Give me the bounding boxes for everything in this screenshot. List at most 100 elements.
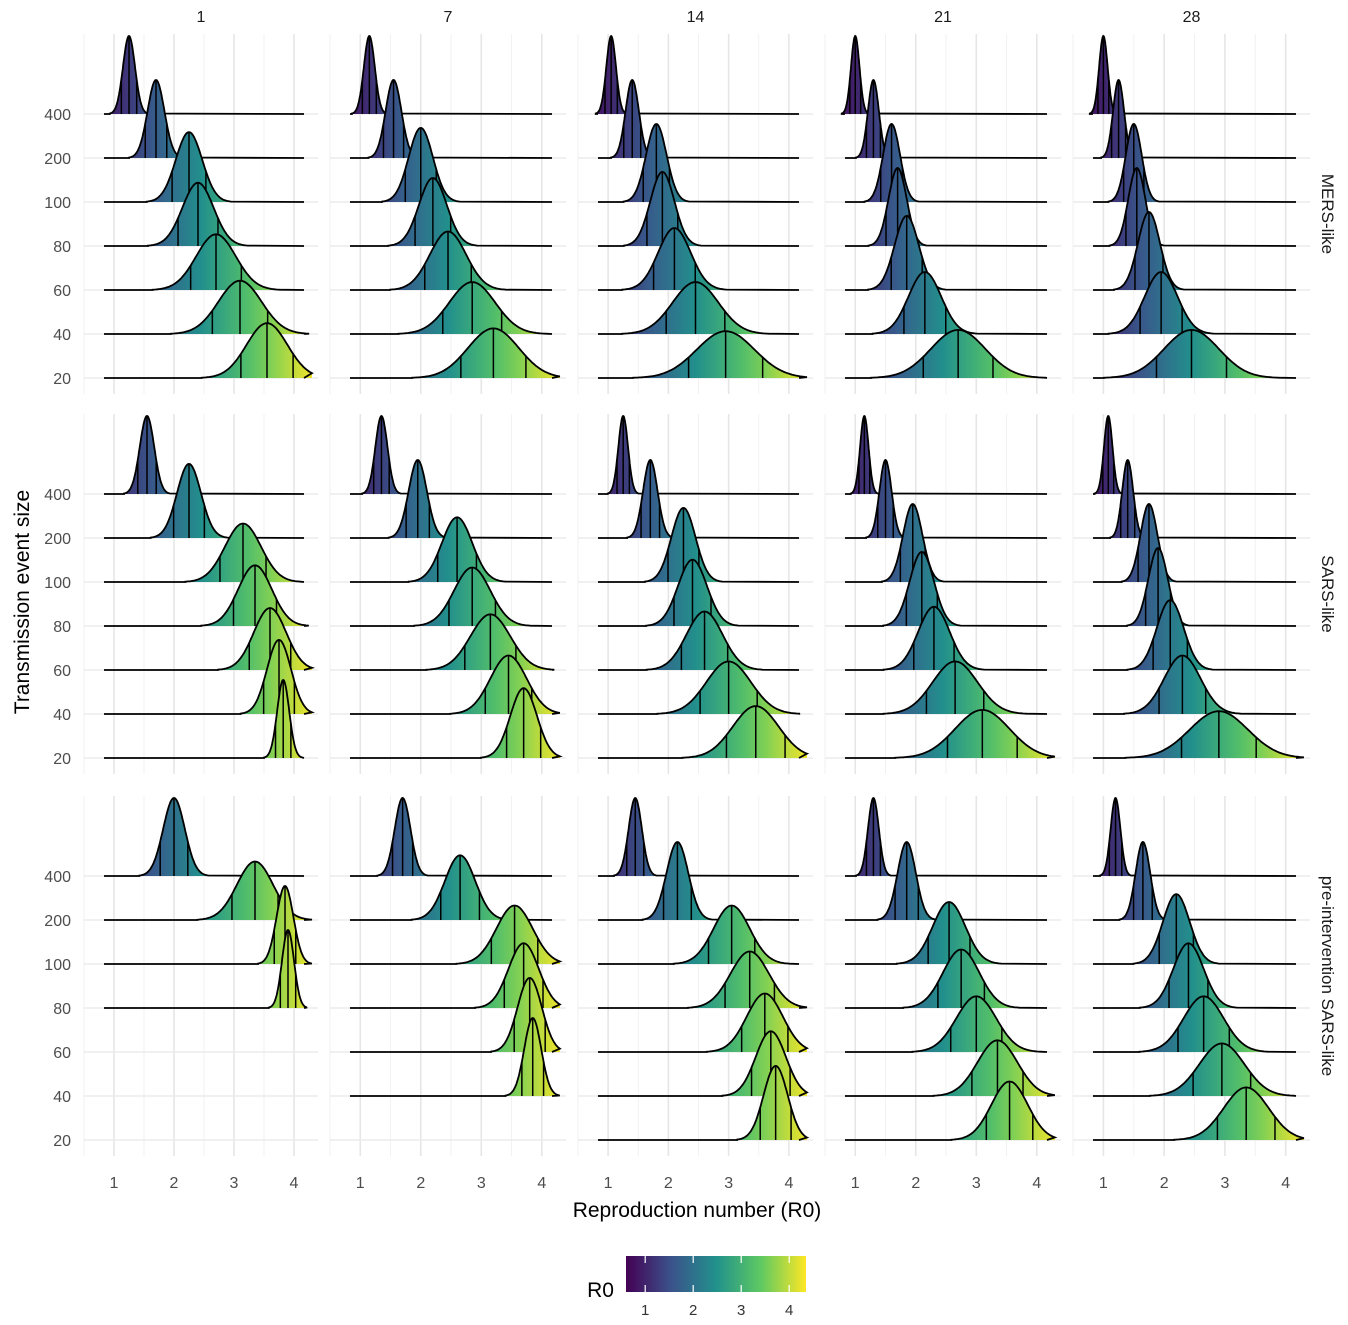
x-tick-label: 2 xyxy=(911,1175,920,1192)
row-facet-label: MERS-like xyxy=(1318,174,1337,254)
ridge-outline-400 xyxy=(104,35,305,115)
ridge-fill-20 xyxy=(1125,711,1304,758)
panel-sars-like-21 xyxy=(845,414,1056,759)
ridge-outline-200 xyxy=(1093,841,1297,921)
ridge-outline-80 xyxy=(1093,942,1297,1009)
legend-title: R0 xyxy=(587,1279,614,1302)
ridge-fill-40 xyxy=(450,655,560,714)
ridge-fill-100 xyxy=(456,905,560,964)
ridge-outline-60 xyxy=(1093,995,1297,1053)
ridge-outline-60 xyxy=(104,233,305,291)
column-facet-label: 21 xyxy=(934,9,952,26)
y-tick-label: 400 xyxy=(44,487,71,504)
ridge-outline-100 xyxy=(1093,893,1297,965)
ridge-outline-40 xyxy=(598,281,800,335)
x-tick-label: 2 xyxy=(664,1175,673,1192)
y-tick-label: 100 xyxy=(44,575,71,592)
x-tick-label: 2 xyxy=(1160,1175,1169,1192)
row-facet-label: pre-intervention SARS-like xyxy=(1318,876,1337,1076)
ridge-outline-20 xyxy=(1093,710,1304,759)
ridge-outline-40 xyxy=(845,1039,1056,1097)
ridge-outline-20 xyxy=(350,327,561,379)
x-tick-label: 2 xyxy=(170,1175,179,1192)
ridge-outline-20 xyxy=(350,687,563,759)
ridge-outline-80 xyxy=(845,550,1048,627)
y-tick-label: 20 xyxy=(53,1133,71,1150)
ridge-fill-20 xyxy=(633,331,807,378)
ridge-outline-80 xyxy=(104,564,309,627)
x-tick-label: 4 xyxy=(1281,1175,1290,1192)
x-tick-label: 3 xyxy=(230,1175,239,1192)
legend-colorbar xyxy=(626,1256,806,1292)
ridge-outline-60 xyxy=(598,992,809,1053)
ridge-outline-60 xyxy=(845,605,1048,671)
ridge-outline-200 xyxy=(845,841,1048,921)
panel-sars-like-1 xyxy=(104,415,316,759)
ridge-outline-40 xyxy=(845,660,1048,715)
ridge-outline-100 xyxy=(598,904,800,965)
ridge-outline-40 xyxy=(104,279,310,335)
ridge-outline-80 xyxy=(350,177,553,247)
panel-mers-like-1 xyxy=(104,35,314,379)
ridge-outline-100 xyxy=(350,904,563,965)
ridge-outline-20 xyxy=(598,1064,810,1141)
ridge-outline-100 xyxy=(104,131,305,203)
ridge-outline-100 xyxy=(845,503,1048,583)
ridge-outline-40 xyxy=(350,281,553,335)
x-tick-label: 3 xyxy=(724,1175,733,1192)
y-tick-label: 80 xyxy=(53,239,71,256)
x-tick-label: 4 xyxy=(784,1175,793,1192)
column-facet-label: 1 xyxy=(197,9,206,26)
column-facet-label: 28 xyxy=(1183,9,1201,26)
ridge-outline-400 xyxy=(1093,796,1297,877)
ridge-outline-80 xyxy=(350,566,553,627)
y-tick-label: 400 xyxy=(44,107,71,124)
x-tick-label: 2 xyxy=(416,1175,425,1192)
ridge-fill-40 xyxy=(722,1031,807,1096)
x-tick-label: 1 xyxy=(604,1175,613,1192)
ridge-outline-40 xyxy=(1093,1042,1297,1097)
legend-tick-label: 1 xyxy=(641,1302,649,1319)
y-tick-label: 60 xyxy=(53,283,71,300)
legend-tick-label: 2 xyxy=(689,1302,697,1319)
panel-sars-like-28 xyxy=(1093,414,1304,759)
ridge-outline-200 xyxy=(350,459,553,539)
ridge-outline-40 xyxy=(845,271,1048,335)
panel-sars-like-14 xyxy=(598,414,810,759)
ridge-outline-40 xyxy=(598,660,801,715)
ridge-outline-40 xyxy=(350,1017,560,1097)
x-tick-label: 3 xyxy=(1220,1175,1229,1192)
ridge-outline-200 xyxy=(104,79,305,159)
ridge-outline-80 xyxy=(350,942,562,1009)
ridge-outline-20 xyxy=(845,1080,1058,1141)
ridge-outline-20 xyxy=(104,679,305,759)
panel-pre-intervention-sars-like-28 xyxy=(1093,796,1305,1141)
ridge-outline-400 xyxy=(1088,34,1297,115)
ridge-outline-100 xyxy=(845,123,1048,203)
x-tick-label: 4 xyxy=(290,1175,299,1192)
column-facet-label: 14 xyxy=(687,9,705,26)
ridge-outline-400 xyxy=(350,35,553,115)
ridge-outline-200 xyxy=(104,462,305,539)
ridge-outline-20 xyxy=(845,328,1048,379)
ridge-outline-80 xyxy=(598,950,808,1009)
ridge-outline-80 xyxy=(598,170,800,247)
ridge-outline-400 xyxy=(598,414,800,495)
y-tick-label: 20 xyxy=(53,751,71,768)
x-tick-label: 3 xyxy=(477,1175,486,1192)
ridge-outline-20 xyxy=(598,705,810,759)
x-tick-label: 3 xyxy=(972,1175,981,1192)
ridge-outline-40 xyxy=(1093,654,1297,715)
ridge-outline-400 xyxy=(840,34,1048,115)
y-tick-label: 40 xyxy=(53,707,71,724)
column-facet-label: 7 xyxy=(444,9,453,26)
ridge-outline-200 xyxy=(845,459,1048,539)
ridge-fill-60 xyxy=(491,977,560,1052)
y-tick-label: 40 xyxy=(53,1089,71,1106)
ridge-fill-20 xyxy=(201,323,312,378)
y-tick-label: 60 xyxy=(53,663,71,680)
ridge-outline-80 xyxy=(104,929,308,1009)
ridge-fill-60 xyxy=(706,993,807,1052)
ridge-outline-80 xyxy=(845,948,1048,1009)
ridge-outline-20 xyxy=(1093,328,1297,379)
